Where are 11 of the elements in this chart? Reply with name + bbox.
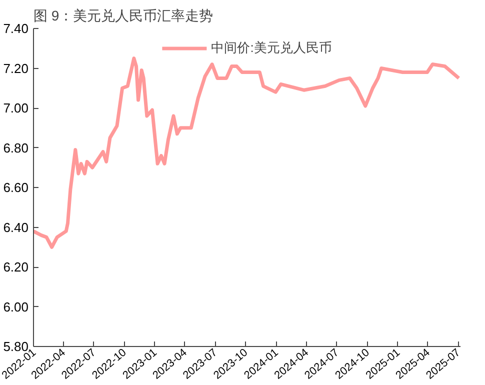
y-tick-label: 6.40 [3,220,29,235]
y-tick-label: 7.40 [3,21,29,36]
y-tick-label: 7.00 [3,100,29,116]
chart-title: 图 9：美元兑人民币汇率走势 [34,8,214,24]
y-tick-label: 6.20 [3,260,29,274]
y-tick-label: 6.80 [3,140,29,156]
line-series [34,56,460,249]
y-tick-label: 6.60 [3,180,29,195]
y-tick-label: 6.00 [3,299,29,314]
legend-label: 中间价:美元兑人民币 [211,39,332,57]
y-tick-label: 7.20 [3,60,29,76]
